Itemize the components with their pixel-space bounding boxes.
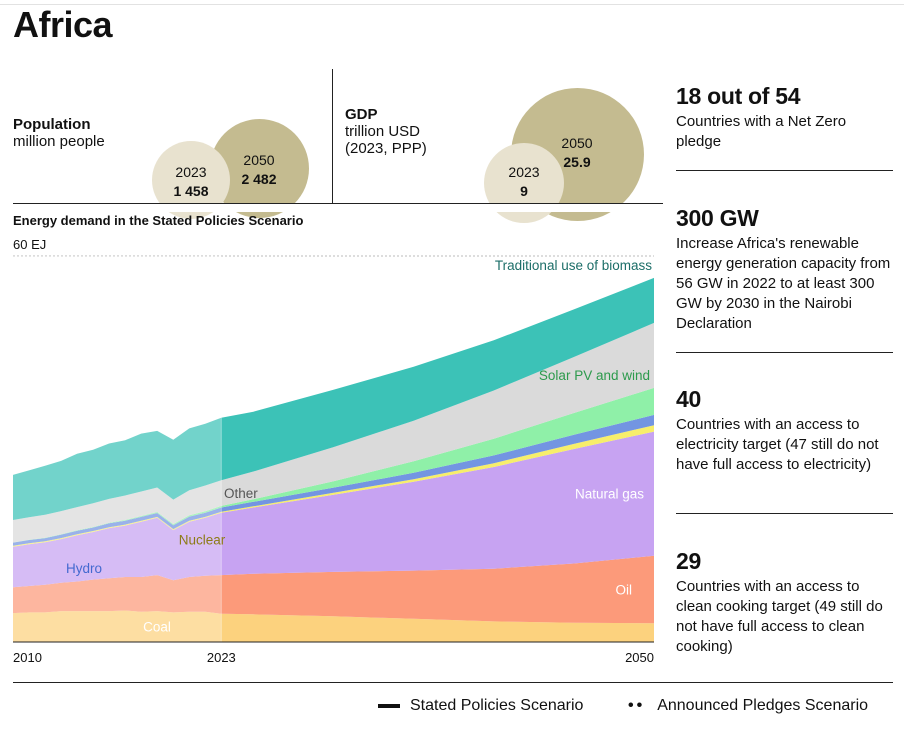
sidebar-item-clean-cooking: 29 Countries with an access to clean coo… [676,548,893,657]
top-vertical-divider [332,69,333,204]
legend-announced-pledges: •• Announced Pledges Scenario [628,697,868,715]
sidebar-stat-value: 29 [676,548,701,574]
population-2023-value: 1 458 [173,183,209,199]
gdp-2050-text: 2050 25.9 [547,134,607,172]
dotted-line-icon: •• [628,697,646,714]
sidebar-stat-text: Countries with a Net Zero pledge [676,113,847,150]
x-tick-label: 2023 [207,650,236,665]
population-2050-value: 2 482 [241,171,277,187]
chart-areas [13,277,654,642]
sidebar-stat-value: 18 out of 54 [676,83,801,109]
series-label-hydro: Hydro [66,561,102,576]
gdp-label-group: GDP trillion USD (2023, PPP) [345,106,427,157]
history-shade [13,256,222,642]
sidebar-item-net-zero: 18 out of 54 Countries with a Net Zero p… [676,83,893,152]
chart-title: Energy demand in the Stated Policies Sce… [13,213,304,228]
area-hydro [13,414,654,546]
series-label-coal: Coal [143,620,171,635]
area-coal [13,610,654,642]
sidebar-stat-text: Increase Africa's renewable energy gener… [676,235,891,332]
gdp-2023-year: 2023 [508,164,540,180]
gdp-2023-value: 9 [520,183,528,199]
population-2050-text: 2050 2 482 [223,151,295,189]
sidebar-item-electricity: 40 Countries with an access to electrici… [676,386,893,475]
chart-y-axis-label: 60 EJ [13,237,47,252]
population-2050-year: 2050 [243,152,275,168]
area-biomass [13,277,654,520]
series-label-other: Other [224,486,258,501]
x-ticks: 2010 2023 2050 [13,650,654,665]
population-2023-text: 2023 1 458 [157,163,225,201]
bubble-crop [13,204,663,212]
gdp-unit-line1: trillion USD [345,123,421,140]
series-labels: Traditional use of biomass Solar PV and w… [66,258,652,635]
sidebar-stat-value: 40 [676,386,701,412]
energy-demand-chart: 2010 2023 2050 Traditional use of biomass S… [13,255,654,665]
sidebar-stat-text: Countries with an access to electricity … [676,416,879,473]
x-tick-label: 2050 [625,650,654,665]
legend-announced-label: Announced Pledges Scenario [657,697,869,714]
sidebar-divider [676,352,893,353]
page-title: Africa [13,4,113,45]
area-other [13,322,654,543]
population-unit: million people [13,133,105,150]
series-label-natural-gas: Natural gas [575,487,644,502]
series-label-oil: Oil [616,583,633,598]
gdp-2050-year: 2050 [561,135,593,151]
sidebar-divider [676,170,893,171]
population-label: Population [13,116,91,133]
population-2023-year: 2023 [175,164,207,180]
solid-line-icon [378,704,400,708]
sidebar-stat-value: 300 GW [676,205,759,231]
legend-stated-policies: Stated Policies Scenario [378,697,583,715]
area-oil [13,555,654,624]
sidebar-divider [676,513,893,514]
area-nuclear [13,425,654,547]
top-border [0,4,904,5]
sidebar-stat-text: Countries with an access to clean cookin… [676,578,883,655]
series-label-solar-wind: Solar PV and wind [539,368,650,383]
area-natural-gas [13,431,654,588]
bottom-divider [13,682,893,683]
legend-stated-label: Stated Policies Scenario [410,697,584,714]
gdp-2050-value: 25.9 [563,154,591,170]
top-horizontal-divider [13,203,663,204]
gdp-2023-text: 2023 9 [494,163,554,201]
gdp-label: GDP [345,106,378,123]
population-label-group: Population million people [13,116,105,150]
gdp-unit-line2: (2023, PPP) [345,140,427,157]
sidebar-item-renewables: 300 GW Increase Africa's renewable energ… [676,205,893,334]
series-label-nuclear: Nuclear [179,532,226,547]
x-tick-label: 2010 [13,650,42,665]
series-label-biomass: Traditional use of biomass [495,258,652,273]
